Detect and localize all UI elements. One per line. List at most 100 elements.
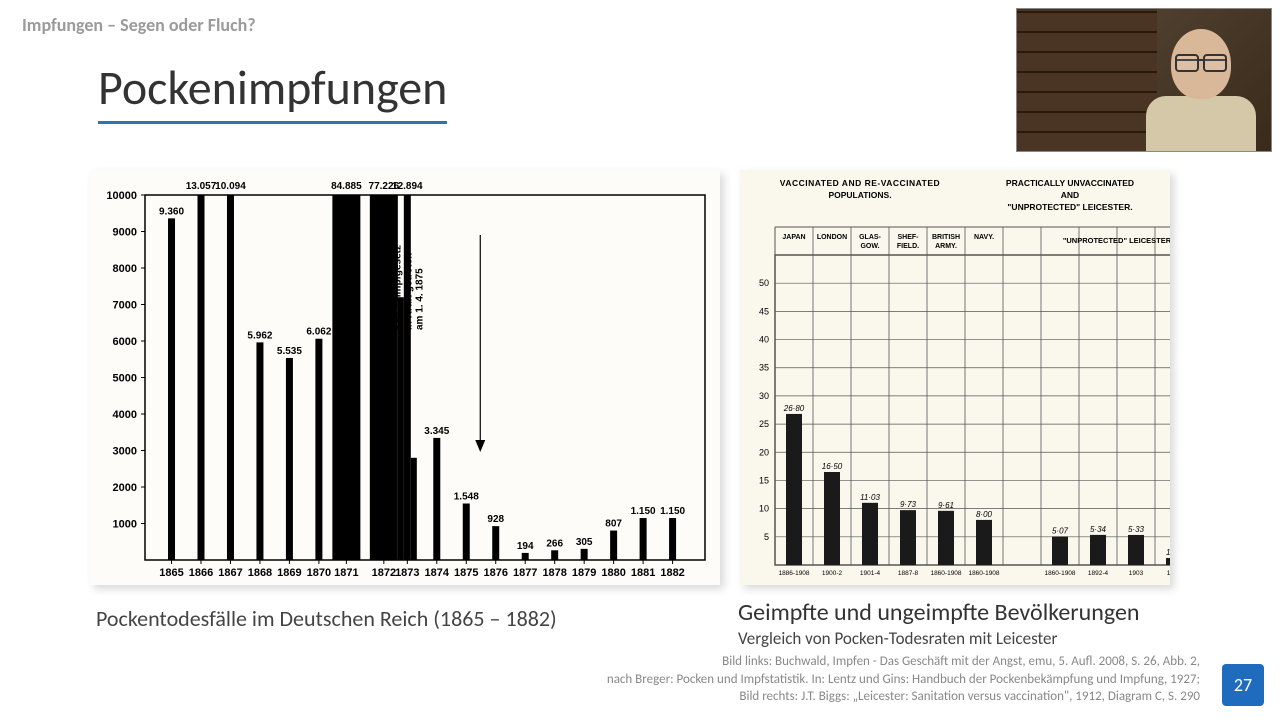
svg-text:305: 305 — [576, 537, 593, 548]
svg-text:NAVY.: NAVY. — [974, 234, 994, 241]
svg-text:VACCINATED AND RE-VACCINATED: VACCINATED AND RE-VACCINATED — [780, 178, 940, 188]
chart-left: 1000 2000 3000 4000 5000 6000 7000 8000 9000 1000… — [90, 170, 720, 585]
svg-text:10: 10 — [759, 504, 769, 514]
svg-text:1000: 1000 — [113, 519, 137, 531]
svg-text:8·00: 8·00 — [976, 510, 993, 519]
svg-text:1869: 1869 — [277, 567, 301, 579]
svg-text:ARMY.: ARMY. — [935, 243, 957, 250]
svg-text:1866: 1866 — [189, 567, 213, 579]
svg-text:1870: 1870 — [307, 567, 331, 579]
svg-text:10.094: 10.094 — [215, 181, 246, 192]
svg-text:1·24: 1·24 — [1166, 548, 1170, 557]
svg-text:in Kraft getreten: in Kraft getreten — [403, 253, 414, 330]
svg-text:"UNPROTECTED" LEICESTER.: "UNPROTECTED" LEICESTER. — [1007, 202, 1132, 212]
svg-text:1873: 1873 — [395, 567, 419, 579]
svg-text:1880: 1880 — [601, 567, 625, 579]
chart-right: VACCINATED AND RE-VACCINATED POPULATIONS.… — [740, 170, 1170, 585]
svg-text:7000: 7000 — [113, 300, 137, 312]
svg-text:1878: 1878 — [542, 567, 566, 579]
svg-text:1882: 1882 — [660, 567, 684, 579]
svg-text:5.535: 5.535 — [277, 346, 302, 357]
svg-text:45: 45 — [759, 306, 769, 316]
svg-text:20: 20 — [759, 447, 769, 457]
svg-text:25: 25 — [759, 419, 769, 429]
svg-text:SHEF-: SHEF- — [898, 234, 920, 241]
svg-text:1860-1908: 1860-1908 — [968, 570, 999, 577]
page-title: Pockenimpfungen — [98, 58, 447, 124]
svg-text:9·73: 9·73 — [900, 500, 917, 509]
svg-text:1860-1908: 1860-1908 — [930, 570, 961, 577]
header-subtitle: Impfungen – Segen oder Fluch? — [22, 14, 256, 36]
svg-text:JAPAN: JAPAN — [782, 234, 805, 241]
svg-text:GOW.: GOW. — [860, 243, 879, 250]
svg-text:"UNPROTECTED" LEICESTER: "UNPROTECTED" LEICESTER — [1063, 236, 1170, 245]
svg-text:8000: 8000 — [113, 263, 137, 275]
svg-text:1901-4: 1901-4 — [860, 570, 881, 577]
svg-text:9.360: 9.360 — [159, 206, 184, 217]
svg-text:50: 50 — [759, 278, 769, 288]
svg-text:am 1. 4. 1875: am 1. 4. 1875 — [414, 268, 425, 330]
svg-text:5·34: 5·34 — [1090, 525, 1107, 534]
svg-text:5000: 5000 — [113, 373, 137, 385]
svg-text:1887-8: 1887-8 — [898, 570, 919, 577]
svg-text:1872: 1872 — [372, 567, 396, 579]
svg-text:5·07: 5·07 — [1052, 526, 1069, 535]
svg-text:1868: 1868 — [248, 567, 272, 579]
svg-text:1881: 1881 — [631, 567, 655, 579]
svg-text:1900-2: 1900-2 — [822, 570, 843, 577]
svg-text:2000: 2000 — [113, 482, 137, 494]
page-number-badge: 27 — [1222, 664, 1264, 706]
svg-text:10000: 10000 — [106, 190, 137, 202]
svg-text:AND: AND — [1061, 190, 1079, 200]
svg-text:5: 5 — [764, 532, 769, 542]
svg-text:1867: 1867 — [218, 567, 242, 579]
svg-text:3000: 3000 — [113, 446, 137, 458]
chart-left-caption: Pockentodesfälle im Deutschen Reich (186… — [96, 605, 557, 632]
svg-text:1874: 1874 — [425, 567, 450, 579]
chart-right-caption: Geimpfte und ungeimpfte Bevölkerungen — [738, 598, 1140, 627]
svg-text:5·33: 5·33 — [1128, 525, 1145, 534]
webcam-overlay — [1016, 8, 1272, 152]
svg-text:5.962: 5.962 — [247, 330, 272, 341]
svg-text:807: 807 — [605, 519, 622, 530]
svg-text:40: 40 — [759, 335, 769, 345]
svg-text:30: 30 — [759, 391, 769, 401]
svg-text:12.894: 12.894 — [392, 181, 423, 192]
svg-text:1877: 1877 — [513, 567, 537, 579]
svg-text:1.150: 1.150 — [660, 506, 685, 517]
svg-text:1865: 1865 — [159, 567, 183, 579]
image-credits: Bild links: Buchwald, Impfen - Das Gesch… — [607, 653, 1200, 706]
svg-text:6000: 6000 — [113, 336, 137, 348]
svg-text:1860-1908: 1860-1908 — [1044, 570, 1075, 577]
svg-text:266: 266 — [546, 538, 563, 549]
svg-text:Reichsimpfgesetz: Reichsimpfgesetz — [392, 245, 403, 330]
svg-text:BRITISH: BRITISH — [932, 234, 960, 241]
svg-text:1871: 1871 — [334, 567, 358, 579]
svg-text:6.062: 6.062 — [306, 327, 331, 338]
svg-text:1892-4: 1892-4 — [1088, 570, 1109, 577]
svg-text:1886-1908: 1886-1908 — [778, 570, 809, 577]
svg-text:1876: 1876 — [483, 567, 507, 579]
svg-text:9000: 9000 — [113, 227, 137, 239]
svg-text:84.885: 84.885 — [331, 181, 362, 192]
svg-text:FIELD.: FIELD. — [897, 243, 919, 250]
svg-text:1875: 1875 — [454, 567, 478, 579]
svg-text:15: 15 — [759, 475, 769, 485]
svg-text:1879: 1879 — [572, 567, 596, 579]
svg-text:1.150: 1.150 — [631, 506, 656, 517]
svg-text:11·03: 11·03 — [860, 493, 880, 502]
svg-text:1904: 1904 — [1167, 570, 1170, 577]
svg-text:GLAS-: GLAS- — [859, 234, 881, 241]
svg-text:3.345: 3.345 — [424, 426, 449, 437]
svg-text:LONDON: LONDON — [817, 234, 847, 241]
svg-text:PRACTICALLY UNVACCINATED: PRACTICALLY UNVACCINATED — [1006, 178, 1134, 188]
svg-text:1903: 1903 — [1129, 570, 1144, 577]
svg-text:26·80: 26·80 — [783, 404, 805, 413]
chart-right-subcaption: Vergleich von Pocken-Todesraten mit Leic… — [738, 628, 1057, 649]
svg-text:35: 35 — [759, 363, 769, 373]
svg-text:9·61: 9·61 — [938, 501, 954, 510]
svg-text:13.057: 13.057 — [186, 181, 217, 192]
svg-text:4000: 4000 — [113, 409, 137, 421]
svg-text:1.548: 1.548 — [454, 491, 479, 502]
svg-text:POPULATIONS.: POPULATIONS. — [828, 190, 891, 200]
